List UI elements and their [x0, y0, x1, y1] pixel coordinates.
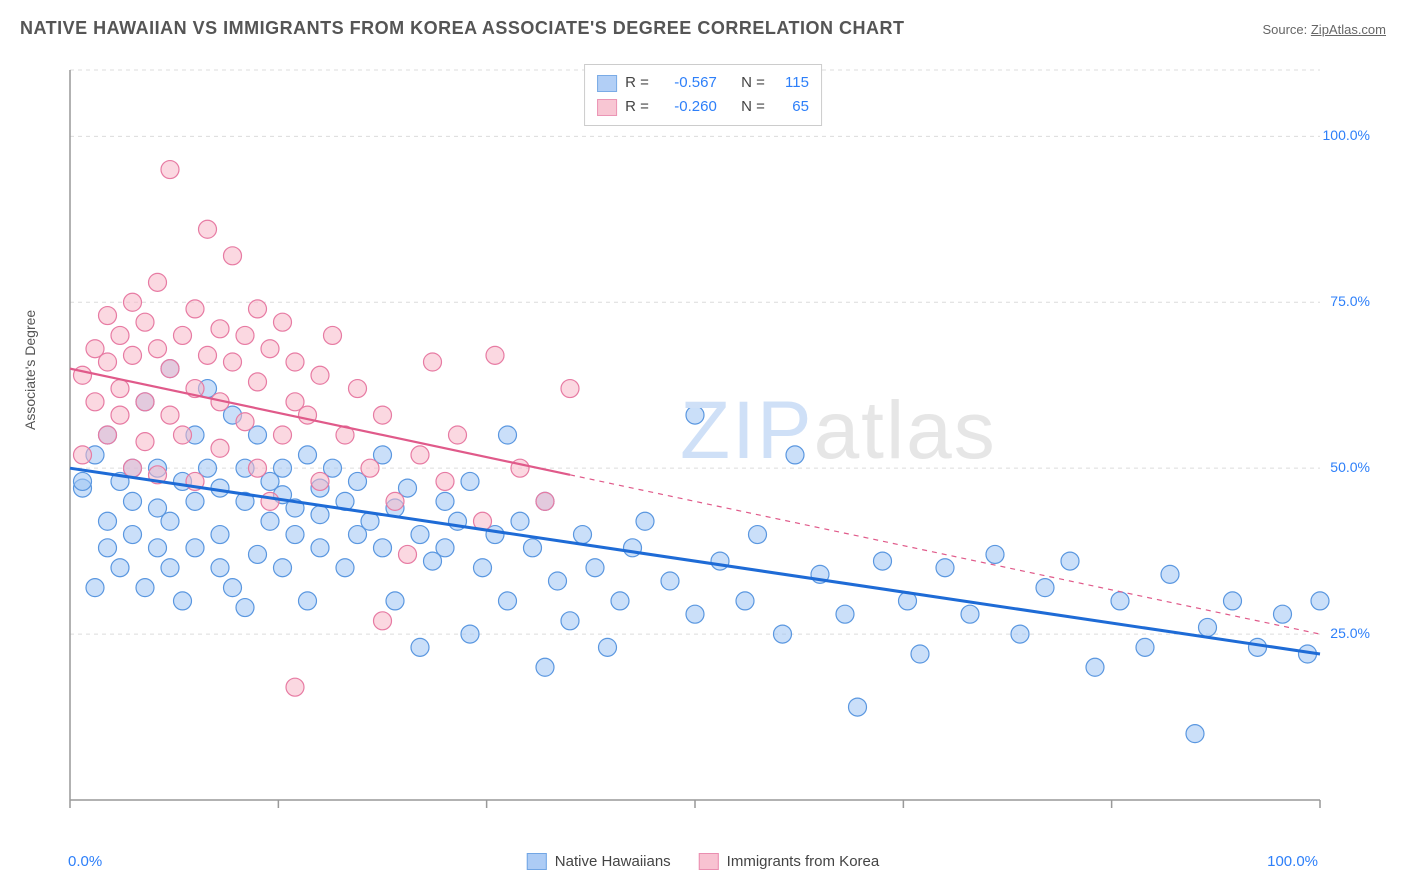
- x-axis-max-label: 100.0%: [1267, 853, 1318, 870]
- source-attribution: Source: ZipAtlas.com: [1262, 22, 1386, 37]
- stats-row-immigrants_korea: R =-0.260 N =65: [597, 95, 809, 119]
- x-axis-min-label: 0.0%: [68, 853, 102, 870]
- stats-row-native_hawaiians: R =-0.567 N =115: [597, 71, 809, 95]
- y-tick-label: 75.0%: [1330, 293, 1370, 309]
- legend-item-immigrants_korea: Immigrants from Korea: [699, 853, 880, 870]
- source-link[interactable]: ZipAtlas.com: [1311, 22, 1386, 37]
- y-tick-label: 25.0%: [1330, 625, 1370, 641]
- series-legend: Native Hawaiians Immigrants from Korea: [527, 853, 879, 870]
- scatter-plot: [60, 60, 1360, 830]
- y-axis-label: Associate's Degree: [22, 310, 38, 430]
- y-tick-label: 100.0%: [1323, 127, 1370, 143]
- legend-item-native_hawaiians: Native Hawaiians: [527, 853, 671, 870]
- stats-legend: R =-0.567 N =115R =-0.260 N =65: [584, 64, 822, 126]
- chart-area: [60, 60, 1360, 830]
- chart-title: NATIVE HAWAIIAN VS IMMIGRANTS FROM KOREA…: [20, 18, 904, 39]
- y-tick-label: 50.0%: [1330, 459, 1370, 475]
- series-native_hawaiians: [74, 360, 1330, 743]
